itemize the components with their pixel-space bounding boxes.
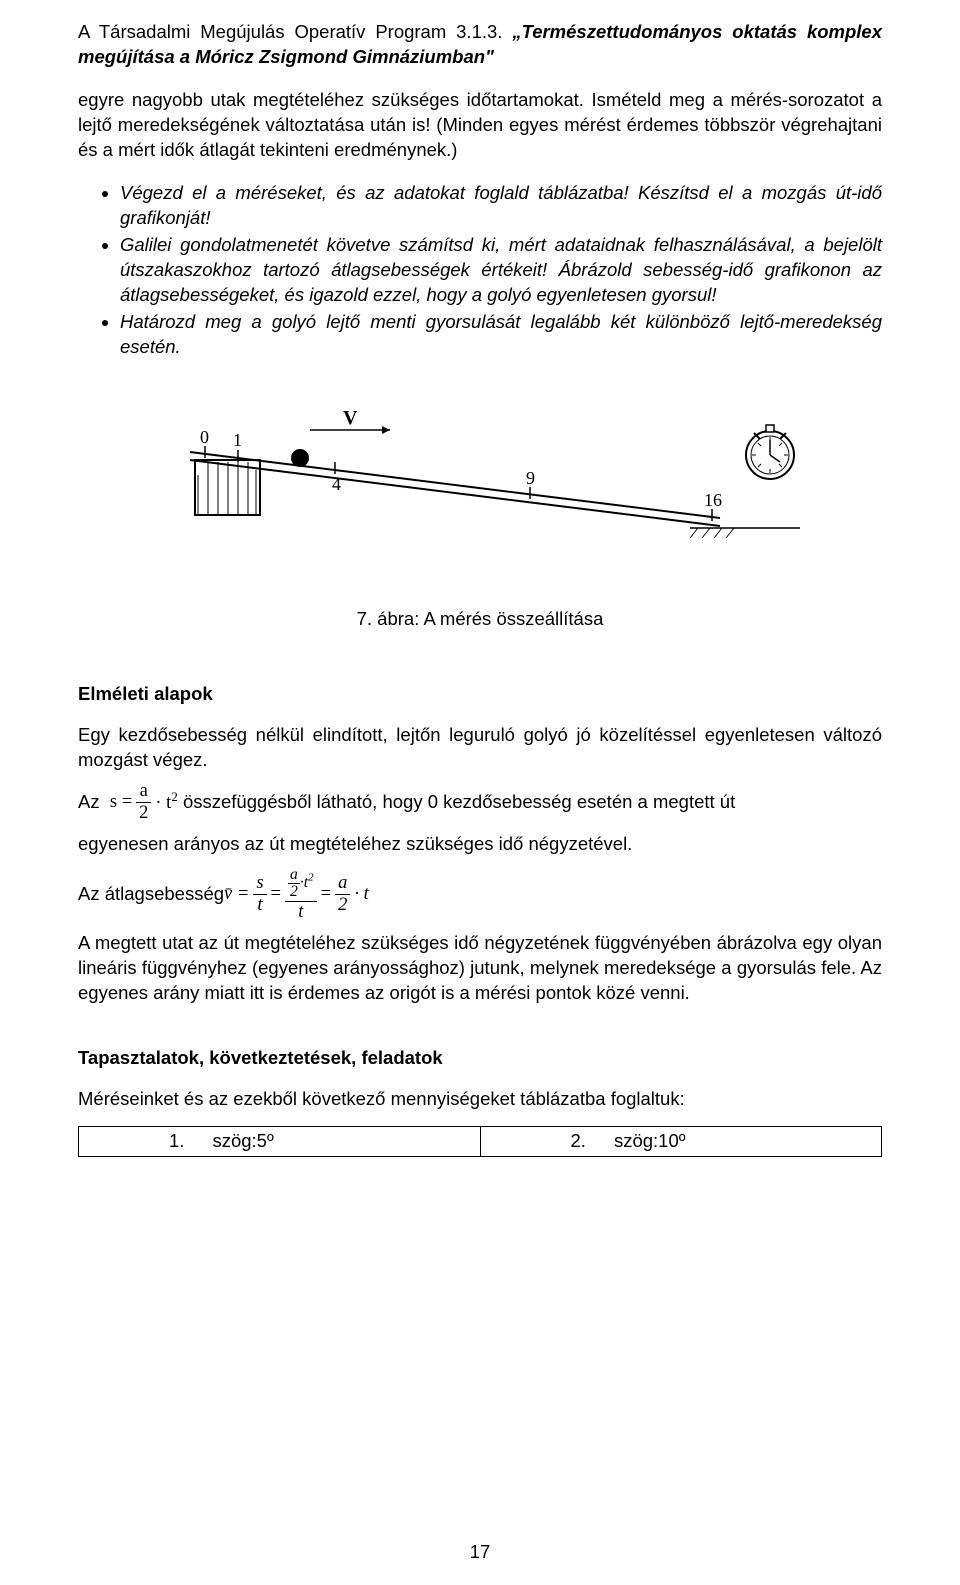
theory-p2b: egyenesen arányos az út megtételéhez szü… bbox=[78, 832, 882, 857]
mark-0: 0 bbox=[200, 427, 209, 447]
figure-caption: 7. ábra: A mérés összeállítása bbox=[78, 607, 882, 632]
angle-table: 1. szög:5º 2. szög:10º bbox=[78, 1126, 882, 1157]
page: A Társadalmi Megújulás Operatív Program … bbox=[0, 0, 960, 1585]
list-item: Galilei gondolatmenetét követve számítsd… bbox=[120, 233, 882, 308]
frac-a-2-final: a2 bbox=[335, 874, 350, 914]
table-cell-2: 2. szög:10º bbox=[480, 1127, 882, 1157]
az-label: Az bbox=[78, 790, 100, 815]
document-header: A Társadalmi Megújulás Operatív Program … bbox=[78, 20, 882, 70]
mark-9: 9 bbox=[526, 468, 535, 488]
s-equals: s = bbox=[110, 790, 132, 815]
avg-speed-line: Az átlagsebesség v̄ = st = a 2 ·t2 t = a… bbox=[78, 867, 882, 921]
cell2-txt: szög:10º bbox=[614, 1129, 686, 1154]
list-item: Végezd el a méréseket, és az adatokat fo… bbox=[120, 181, 882, 231]
frac-s-t: st bbox=[253, 874, 266, 914]
frac-num: a bbox=[136, 782, 151, 803]
theory-p1: Egy kezdősebesség nélkül elindított, lej… bbox=[78, 723, 882, 773]
fraction-a-2: a 2 bbox=[136, 782, 151, 822]
results-heading: Tapasztalatok, következtetések, feladato… bbox=[78, 1046, 882, 1071]
avg-label: Az átlagsebesség bbox=[78, 882, 224, 907]
header-plain: A Társadalmi Megújulás Operatív Program … bbox=[78, 21, 512, 42]
eq2: = bbox=[321, 882, 331, 907]
cell1-txt: szög:5º bbox=[212, 1129, 273, 1154]
vbar: v̄ = bbox=[224, 882, 249, 907]
theory-p3: A megtett utat az út megtételéhez szüksé… bbox=[78, 931, 882, 1006]
intro-paragraph: egyre nagyobb utak megtételéhez szüksége… bbox=[78, 88, 882, 163]
dot-t-final: · t bbox=[354, 882, 368, 907]
eq1: = bbox=[271, 882, 281, 907]
after-formula-1: összefüggésből látható, hogy 0 kezdősebe… bbox=[183, 790, 735, 815]
dot-t2: · t2 bbox=[155, 788, 177, 816]
figure: 0 1 4 9 16 V bbox=[78, 400, 882, 632]
mark-1: 1 bbox=[233, 430, 242, 450]
table-row: 1. szög:5º 2. szög:10º bbox=[79, 1127, 882, 1157]
mark-16: 16 bbox=[704, 490, 722, 510]
table-cell-1: 1. szög:5º bbox=[79, 1127, 481, 1157]
theory-heading: Elméleti alapok bbox=[78, 682, 882, 707]
cell1-num: 1. bbox=[169, 1129, 184, 1154]
task-list: Végezd el a méréseket, és az adatokat fo… bbox=[78, 181, 882, 360]
frac-den: 2 bbox=[136, 803, 151, 823]
velocity-label: V bbox=[343, 407, 358, 429]
frac-at2-2-t: a 2 ·t2 t bbox=[285, 867, 317, 921]
theory-formula-1: Az s = a 2 · t2 összefüggésből látható, … bbox=[78, 782, 882, 822]
inclined-plane-diagram: 0 1 4 9 16 V bbox=[160, 400, 800, 550]
mark-4: 4 bbox=[332, 474, 341, 494]
page-number: 17 bbox=[0, 1540, 960, 1565]
results-intro: Méréseinket és az ezekből következő menn… bbox=[78, 1087, 882, 1112]
cell2-num: 2. bbox=[571, 1129, 586, 1154]
list-item: Határozd meg a golyó lejtő menti gyorsul… bbox=[120, 310, 882, 360]
